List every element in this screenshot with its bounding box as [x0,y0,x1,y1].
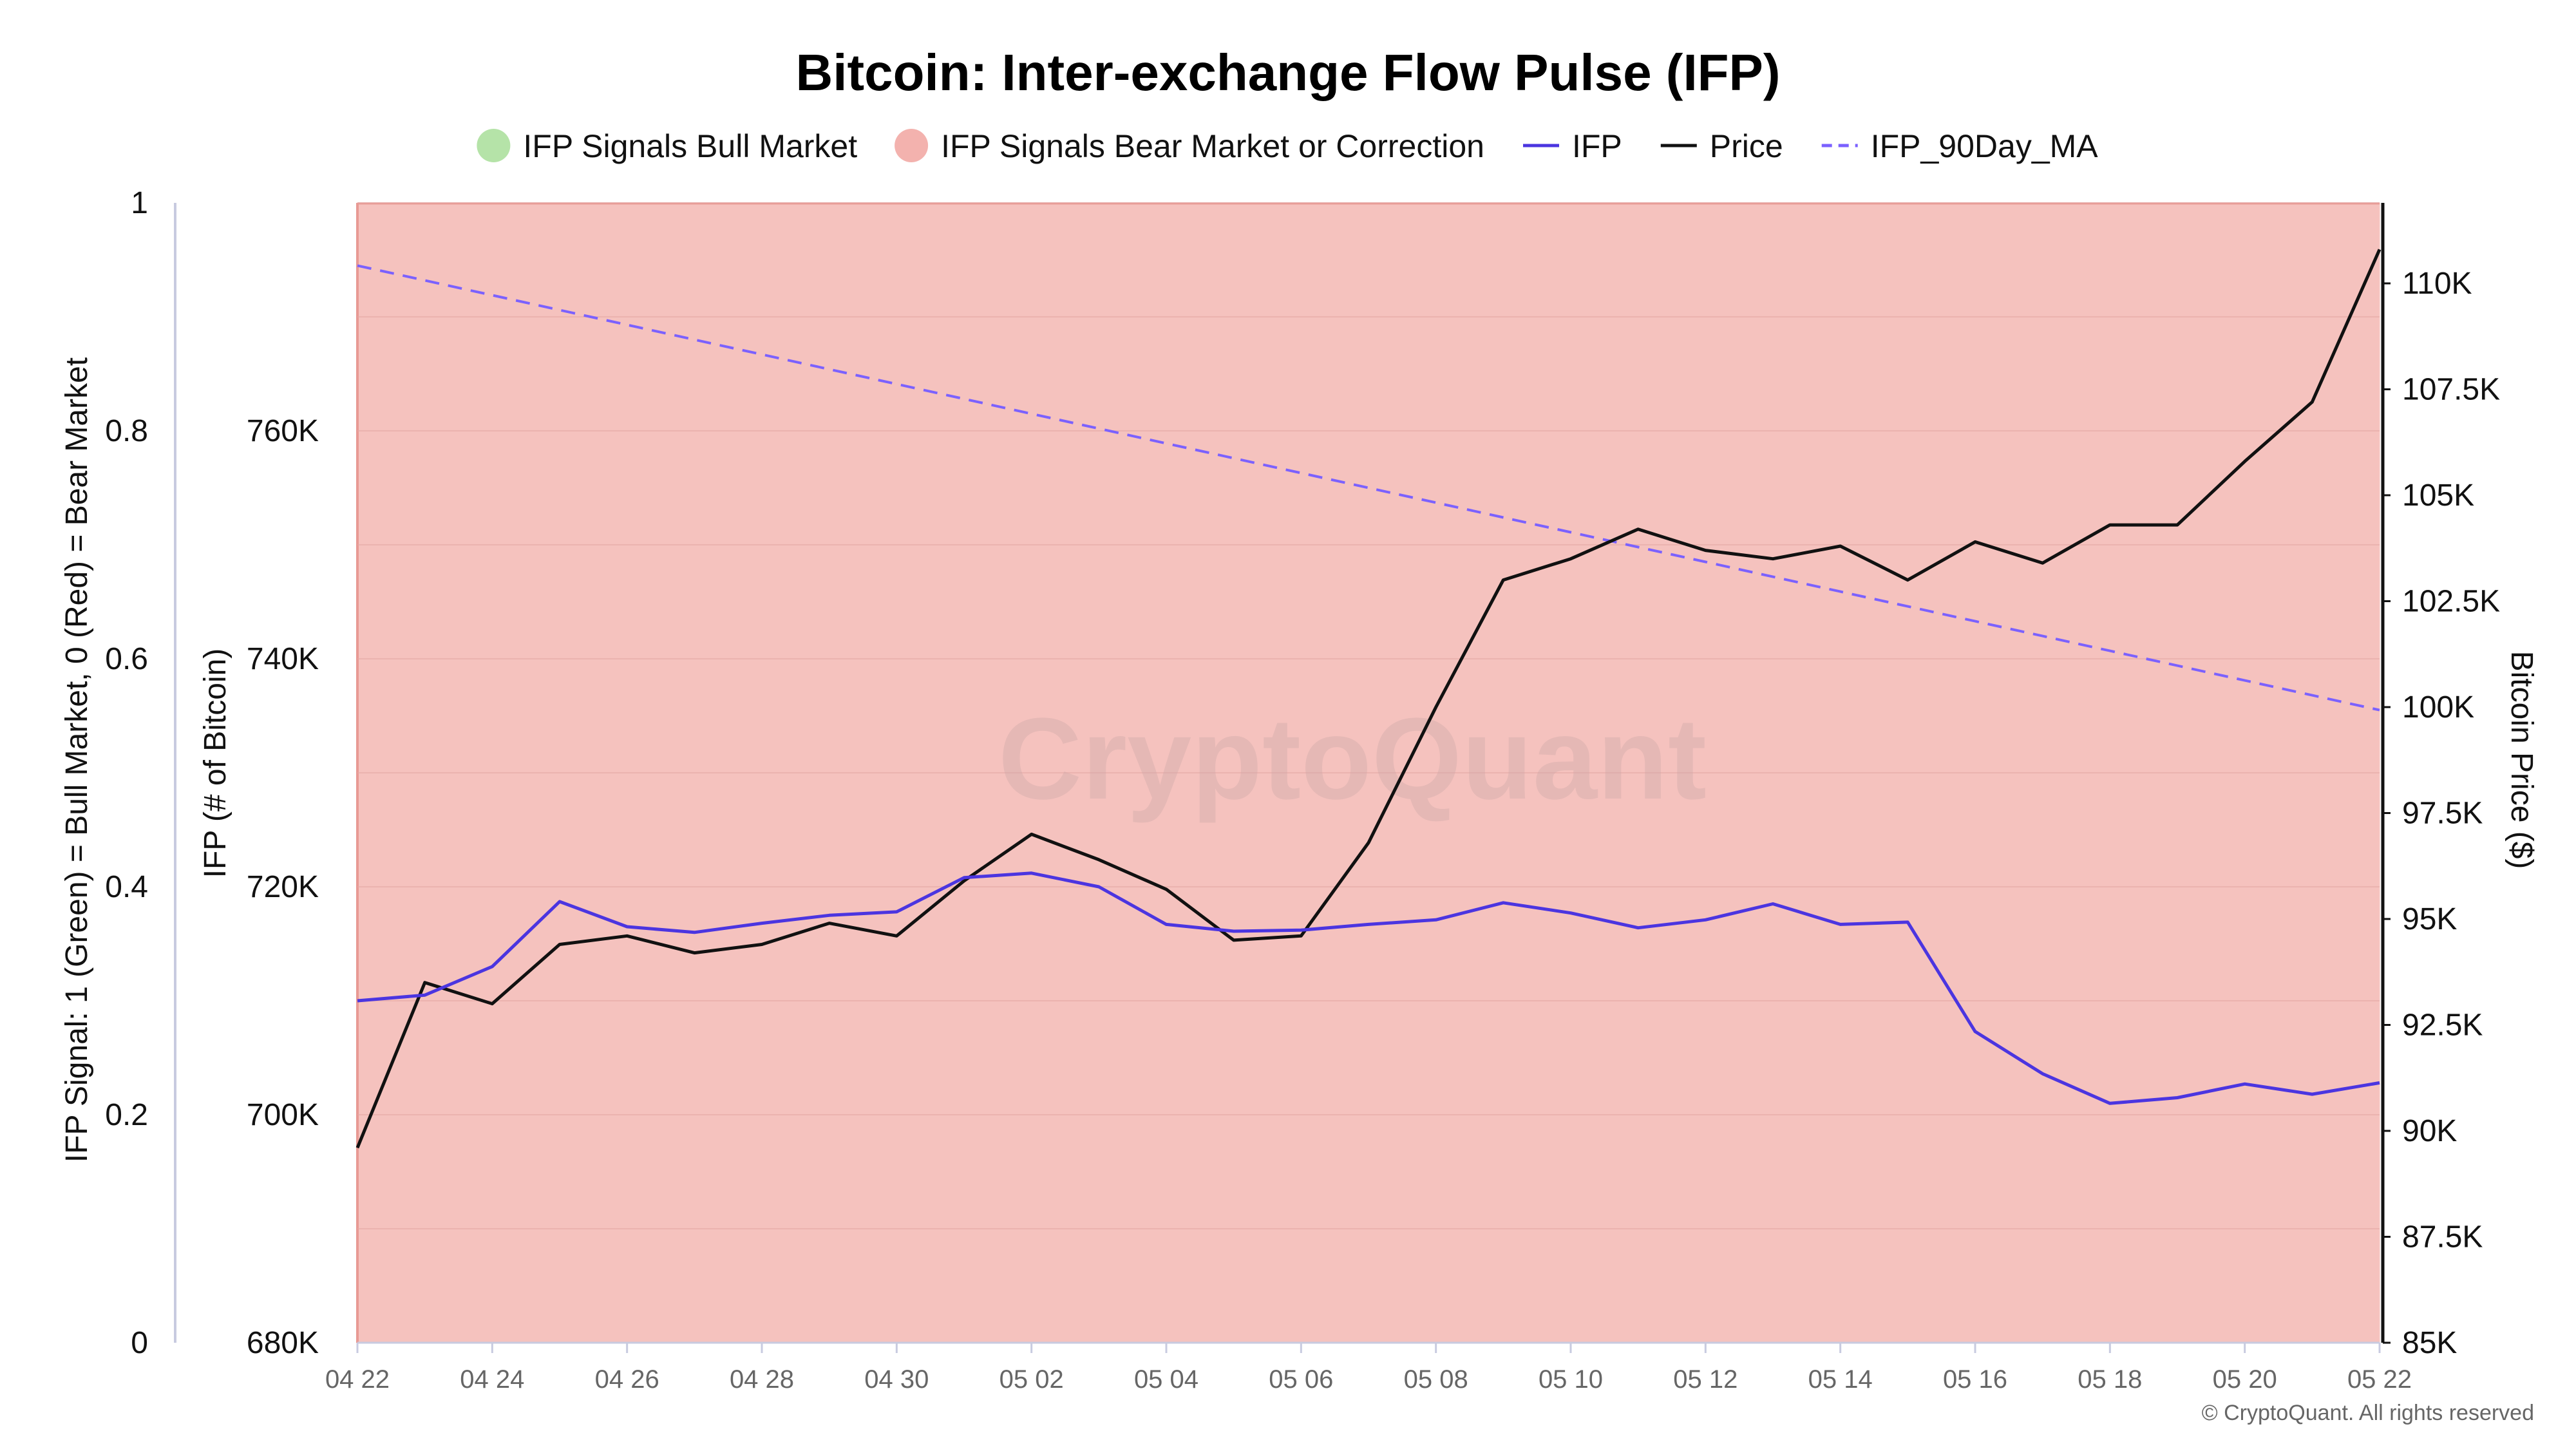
legend-item[interactable]: IFP [1523,128,1622,164]
signal-tick-label: 0 [131,1326,148,1360]
x-tick-label: 04 24 [460,1365,524,1394]
legend-dot-icon [477,129,511,162]
legend-item[interactable]: IFP Signals Bull Market [477,128,857,164]
legend-item[interactable]: IFP_90Day_MA [1821,128,2099,164]
price-tick-label: 90K [2402,1114,2457,1148]
series-line-ifp-90day-ma [357,264,2380,712]
x-tick-label: 05 12 [1673,1365,1738,1394]
signal-tick-label: 1 [131,186,148,220]
price-tick-label: 92.5K [2402,1009,2483,1043]
price-axis-title: Bitcoin Price ($) [2505,651,2539,869]
chart-legend: IFP Signals Bull Market IFP Signals Bear … [477,128,2098,164]
series-line-ifp [357,871,2380,1105]
ifp-tick-label: 700K [247,1098,319,1132]
x-tick-label: 05 22 [2347,1365,2412,1394]
price-tick-label: 102.5K [2402,585,2500,619]
x-tick-label: 05 06 [1269,1365,1333,1394]
ifp-tick-label: 720K [247,870,319,904]
legend-item[interactable]: Price [1660,128,1783,164]
legend-label: IFP Signals Bull Market [523,128,857,164]
copyright-text: © CryptoQuant. All rights reserved [2202,1401,2534,1425]
x-tick-label: 05 08 [1404,1365,1468,1394]
price-tick-label: 85K [2402,1326,2457,1360]
signal-tick-label: 0.2 [105,1098,148,1132]
price-tick-label: 107.5K [2402,373,2500,407]
series-line-price [355,249,2382,1149]
legend-label: IFP_90Day_MA [1871,128,2099,164]
x-tick-label: 04 30 [864,1365,929,1394]
x-tick-label: 04 28 [730,1365,794,1394]
x-tick-label: 04 22 [325,1365,390,1394]
legend-dot-icon [895,129,929,162]
price-tick-label: 87.5K [2402,1220,2483,1255]
x-tick-label: 05 14 [1808,1365,1873,1394]
x-tick-label: 04 26 [595,1365,659,1394]
price-tick-label: 110K [2402,267,2472,301]
ifp-tick-label: 680K [247,1326,319,1360]
x-tick-label: 05 02 [999,1365,1064,1394]
price-tick-label: 105K [2402,478,2474,513]
ifp-axis-title: IFP (# of Bitcoin) [198,649,232,878]
x-tick-label: 05 16 [1943,1365,2007,1394]
price-tick-label: 95K [2402,902,2457,936]
legend-label: IFP Signals Bear Market or Correction [941,128,1484,164]
signal-tick-label: 0.8 [105,414,148,448]
legend-item[interactable]: IFP Signals Bear Market or Correction [895,128,1484,164]
axes-group: 0 0.2 0.4 0.6 0.8 1 680K 700K 720K 740K 760K 85K 87.… [105,186,2500,1394]
price-tick-label: 100K [2402,690,2474,724]
legend-label: Price [1710,128,1783,164]
watermark: CryptoQuant [998,694,1707,824]
x-tick-label: 05 18 [2078,1365,2142,1394]
signal-axis-title: IFP Signal: 1 (Green) = Bull Market, 0 (… [60,357,94,1162]
x-tick-label: 05 04 [1134,1365,1198,1394]
x-tick-label: 05 10 [1539,1365,1603,1394]
ifp-tick-label: 740K [247,642,319,676]
ifp-tick-label: 760K [247,414,319,448]
series-group [355,249,2382,1149]
signal-tick-label: 0.6 [105,642,148,676]
legend-label: IFP [1572,128,1622,164]
signal-tick-label: 0.4 [105,870,148,904]
x-tick-label: 05 20 [2213,1365,2277,1394]
price-tick-label: 97.5K [2402,797,2483,831]
chart-title: Bitcoin: Inter-exchange Flow Pulse (IFP) [795,44,1780,101]
